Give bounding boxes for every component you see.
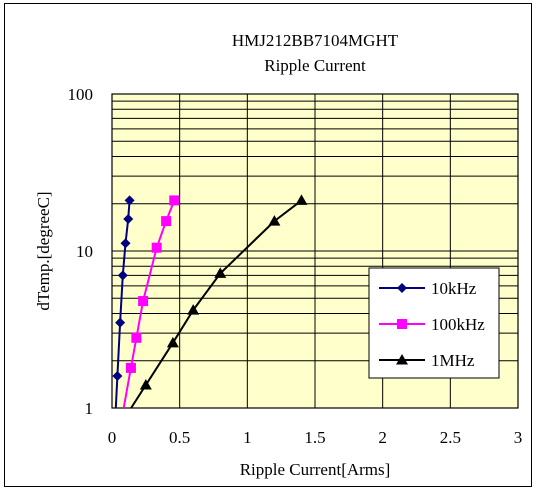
series-100khz	[122, 195, 180, 409]
data-point-10khz	[124, 195, 135, 206]
data-point-1mhz	[295, 194, 308, 205]
y-tick-label: 10	[76, 242, 93, 261]
x-tick-label: 3	[514, 428, 523, 447]
data-point-10khz	[115, 317, 126, 328]
y-axis-label: dTemp.[degreeC]	[34, 191, 53, 310]
data-point-1mhz	[139, 379, 152, 390]
data-point-1mhz	[214, 267, 227, 278]
data-point-100khz	[161, 216, 172, 227]
data-point-10khz	[120, 238, 131, 249]
chart-title: HMJ212BB7104MGHT	[232, 31, 399, 50]
legend-label-10khz: 10kHz	[431, 279, 477, 298]
chart-subtitle: Ripple Current	[264, 56, 366, 75]
x-tick-label: 1.5	[304, 428, 325, 447]
legend-marker-10khz	[397, 283, 407, 293]
x-tick-label: 0	[108, 428, 117, 447]
legend: 10kHz 100kHz 1MHz	[368, 267, 500, 379]
data-point-1mhz	[166, 336, 179, 348]
data-point-10khz	[123, 213, 134, 224]
data-point-1mhz	[187, 304, 200, 315]
series-1mhz	[130, 194, 308, 409]
legend-item-10khz: 10kHz	[379, 279, 477, 298]
series-layer	[112, 194, 308, 409]
x-tick-label: 2	[378, 428, 387, 447]
legend-marker-1mhz	[396, 354, 408, 365]
x-tick-label: 1	[243, 428, 252, 447]
legend-label-1mhz: 1MHz	[431, 351, 475, 370]
data-point-100khz	[125, 362, 136, 373]
x-tick-label: 0.5	[169, 428, 190, 447]
data-point-100khz	[138, 296, 149, 307]
legend-item-1mhz: 1MHz	[379, 351, 475, 370]
tick-labels: 0 0.5 1 1.5 2 2.5 3 1 10 100	[68, 85, 523, 447]
legend-marker-100khz	[397, 319, 407, 329]
data-point-100khz	[131, 332, 142, 343]
series-10khz	[112, 195, 135, 409]
plot-border	[111, 93, 519, 409]
legend-item-100khz: 100kHz	[379, 315, 485, 334]
data-point-10khz	[112, 370, 123, 381]
legend-label-100khz: 100kHz	[431, 315, 485, 334]
data-point-100khz	[169, 195, 180, 206]
x-axis-label: Ripple Current[Arms]	[240, 460, 391, 479]
y-tick-label: 1	[85, 399, 94, 418]
data-point-100khz	[151, 242, 162, 253]
x-tick-label: 2.5	[440, 428, 461, 447]
data-point-1mhz	[268, 215, 281, 226]
y-tick-label: 100	[68, 85, 94, 104]
data-point-10khz	[117, 270, 128, 281]
